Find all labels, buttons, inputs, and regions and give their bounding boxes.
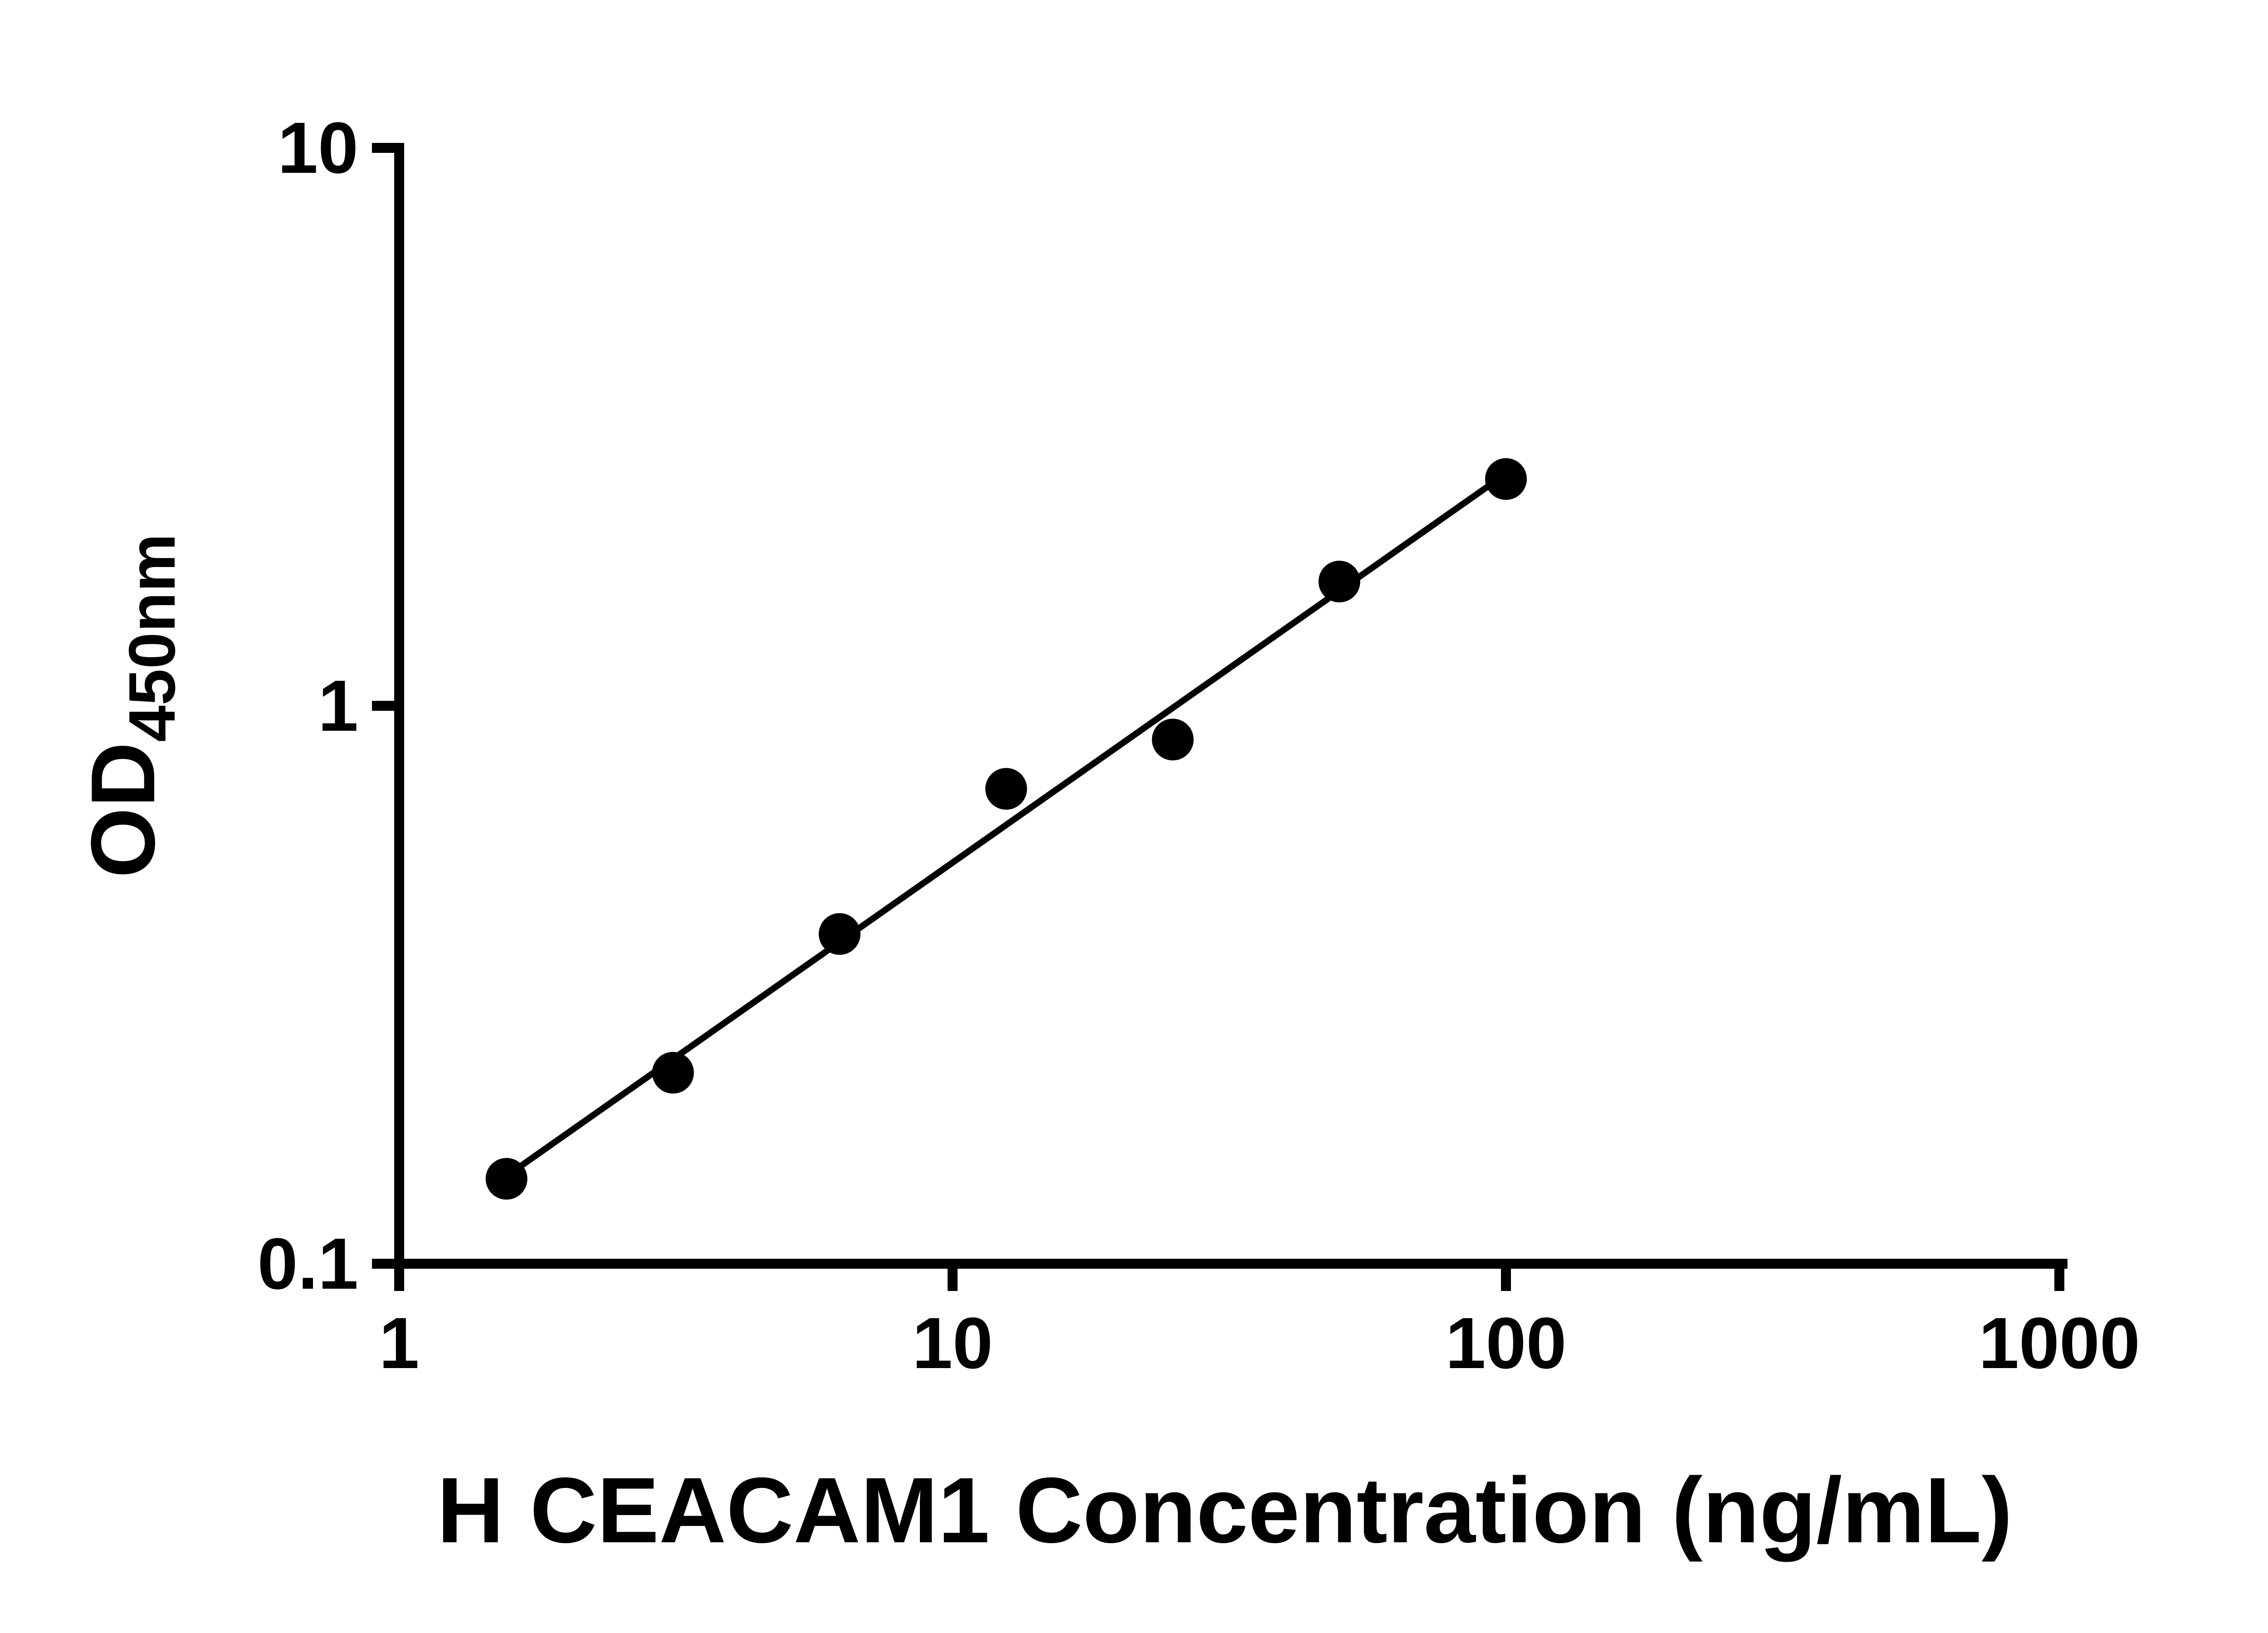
y-axis-tick-label: 10 — [278, 107, 358, 188]
y-axis-tick-label: 0.1 — [258, 1223, 358, 1304]
x-axis-tick-label: 100 — [1446, 1302, 1567, 1384]
data-point — [1318, 561, 1360, 603]
y-axis-title-subscript: 450nm — [115, 533, 189, 742]
x-axis-tick-label: 10 — [912, 1302, 993, 1384]
data-point — [485, 1158, 528, 1200]
data-point — [1152, 719, 1194, 761]
y-axis-title: OD450nm — [73, 533, 189, 878]
x-axis-tick-label: 1 — [379, 1302, 420, 1384]
x-axis-title: H CEACAM1 Concentration (ng/mL) — [437, 1458, 2013, 1562]
data-point — [985, 768, 1027, 810]
y-axis-title-main: OD — [73, 742, 174, 878]
x-axis-tick-label: 1000 — [1979, 1302, 2140, 1384]
axis-labels-group: H CEACAM1 Concentration (ng/mL) OD450nm — [73, 533, 2013, 1562]
data-point — [652, 1051, 694, 1094]
ticks-group: 1 10 100 1000 0.1 1 10 — [258, 107, 2140, 1384]
axes-group — [394, 143, 2068, 1269]
data-points-group — [485, 458, 1527, 1200]
y-axis-tick-label: 1 — [318, 665, 358, 746]
data-point — [818, 913, 860, 955]
data-point — [1485, 458, 1527, 500]
